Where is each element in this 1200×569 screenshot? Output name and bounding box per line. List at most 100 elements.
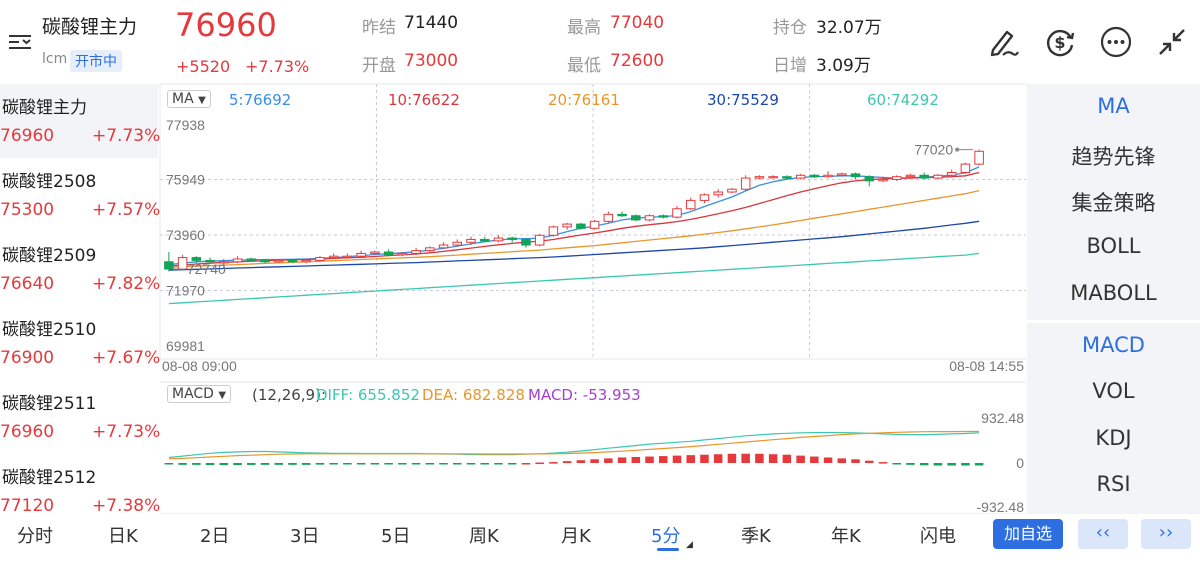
indicator-macd[interactable]: MACD [1082, 333, 1145, 357]
macd-bar-negative [315, 463, 325, 465]
macd-bar-negative [274, 463, 283, 465]
candle-up [534, 234, 545, 246]
candle-up [891, 176, 902, 180]
indicator-boll[interactable]: BOLL [1086, 234, 1141, 258]
tab-corner-arrow-icon: ◢ [686, 540, 693, 550]
macd-bar-positive [686, 455, 695, 463]
candle-up [562, 223, 572, 228]
contract-name: 碳酸锂主力 [2, 98, 87, 118]
candle-down [205, 259, 215, 263]
candle-up [933, 174, 943, 179]
candle-up [589, 220, 600, 229]
candle-down [631, 215, 641, 221]
tab-daily-k[interactable]: 日K [108, 526, 138, 547]
tab-quarterly-k[interactable]: 季K [741, 526, 771, 547]
ma-dropdown-label: MA [172, 91, 194, 107]
indicator-rsi[interactable]: RSI [1096, 472, 1131, 496]
indicator-ma[interactable]: MA [1097, 94, 1130, 118]
candle-down [246, 258, 257, 261]
candle-up [878, 178, 888, 182]
indicator-vol[interactable]: VOL [1092, 379, 1135, 403]
contract-pct: +7.67% [92, 348, 161, 368]
candle-up [905, 174, 916, 178]
candle-up [644, 215, 655, 221]
tab-flash[interactable]: 闪电 [920, 526, 956, 547]
candle-up [603, 213, 614, 222]
kline-chart[interactable]: 77938 75949 73960 71970 69981 08-08 09:00 08-0… [159, 83, 1026, 515]
macd-params: (12,26,9): [252, 386, 327, 404]
add-to-watchlist-button[interactable]: 加自选 [993, 519, 1063, 549]
candle-down [383, 251, 394, 256]
candle-up [425, 247, 435, 252]
candle-up [219, 261, 229, 264]
candle-up [699, 194, 710, 201]
ma30-line [168, 220, 980, 271]
tab-5-min[interactable]: 5分 [651, 526, 681, 547]
contract-item-2510[interactable]: 碳酸锂2510 76900 +7.67% [0, 306, 161, 380]
candle-up [328, 255, 339, 259]
instrument-name[interactable]: 碳酸锂主力 [42, 16, 138, 38]
tab-yearly-k[interactable]: 年K [831, 526, 861, 547]
contract-item-main[interactable]: 碳酸锂主力 76960 +7.73% [0, 84, 160, 158]
contract-item-2509[interactable]: 碳酸锂2509 76640 +7.82% [0, 232, 160, 306]
macd-bar-positive [604, 458, 613, 463]
macd-bar-negative [384, 463, 393, 465]
chart-area[interactable]: MA ▼ 5:76692 10:76622 20:76161 30:75529 … [159, 83, 1026, 515]
macd-bar-negative [288, 463, 297, 465]
tab-5-day[interactable]: 5日 [381, 526, 411, 547]
contract-price: 76640 [0, 274, 55, 294]
macd-bar-positive [617, 457, 627, 463]
tab-2-day[interactable]: 2日 [200, 526, 230, 547]
more-icon[interactable] [1098, 24, 1134, 60]
indicator-kdj[interactable]: KDJ [1095, 426, 1132, 450]
prev-contract-button[interactable]: ‹‹ [1078, 519, 1128, 549]
macd-bar-negative [974, 463, 984, 466]
indicator-divider [1027, 320, 1200, 323]
contract-item-2511[interactable]: 碳酸锂2511 76960 +7.73% [0, 380, 161, 454]
macd-bar-positive [659, 456, 668, 463]
filter-icon[interactable] [8, 30, 34, 54]
tab-intraday[interactable]: 分时 [17, 526, 53, 547]
next-contract-button[interactable]: ›› [1141, 519, 1191, 549]
contract-item-2512[interactable]: 碳酸锂2512 77120 +7.38% [0, 454, 160, 516]
contract-price: 76960 [0, 126, 55, 146]
contract-list: 碳酸锂主力 76960 +7.73% 碳酸锂2508 75300 +7.57% … [0, 84, 161, 516]
candle-down [521, 238, 531, 246]
macd-dropdown[interactable]: MACD ▼ [167, 385, 232, 403]
last-price: 76960 [175, 6, 277, 44]
candle-up [342, 255, 353, 258]
contract-item-2508[interactable]: 碳酸锂2508 75300 +7.57% [0, 158, 160, 232]
candle-down [260, 259, 270, 263]
indicator-maboll[interactable]: MABOLL [1070, 281, 1157, 305]
candle-up [356, 252, 366, 257]
indicator-fund-strategy[interactable]: 集金策略 [1071, 191, 1156, 215]
min-price-label: 72740 [187, 261, 226, 277]
tab-monthly-k[interactable]: 月K [561, 526, 591, 547]
dollar-refresh-icon[interactable]: $ [1042, 24, 1078, 60]
contract-price: 77120 [0, 496, 55, 516]
instrument-code: lcm [42, 51, 68, 67]
contract-price: 76900 [0, 348, 55, 368]
contract-pct: +7.73% [92, 422, 161, 442]
ma-dropdown[interactable]: MA ▼ [167, 90, 211, 108]
contract-name: 碳酸锂2509 [2, 246, 97, 266]
max-marker-dot [955, 147, 960, 152]
candle-up [493, 237, 504, 242]
macd-bar-negative [425, 463, 435, 465]
macd-bar-negative [933, 463, 943, 466]
candle-up [397, 252, 408, 256]
indicator-trend-pioneer[interactable]: 趋势先锋 [1071, 145, 1156, 169]
tab-3-day[interactable]: 3日 [290, 526, 320, 547]
macd-bar-negative [947, 463, 956, 466]
tab-weekly-k[interactable]: 周K [469, 526, 499, 547]
candle-up [411, 250, 421, 254]
candle-up [685, 199, 696, 210]
collapse-icon[interactable] [1154, 24, 1190, 60]
ma5-line [168, 166, 980, 266]
price-change: +5520 [176, 57, 231, 76]
macd-bar-negative [301, 463, 311, 465]
draw-icon[interactable] [986, 24, 1022, 60]
macd-bar-negative [906, 463, 915, 465]
ma30-legend: 30:75529 [707, 91, 779, 109]
macd-bar-positive [865, 460, 874, 463]
